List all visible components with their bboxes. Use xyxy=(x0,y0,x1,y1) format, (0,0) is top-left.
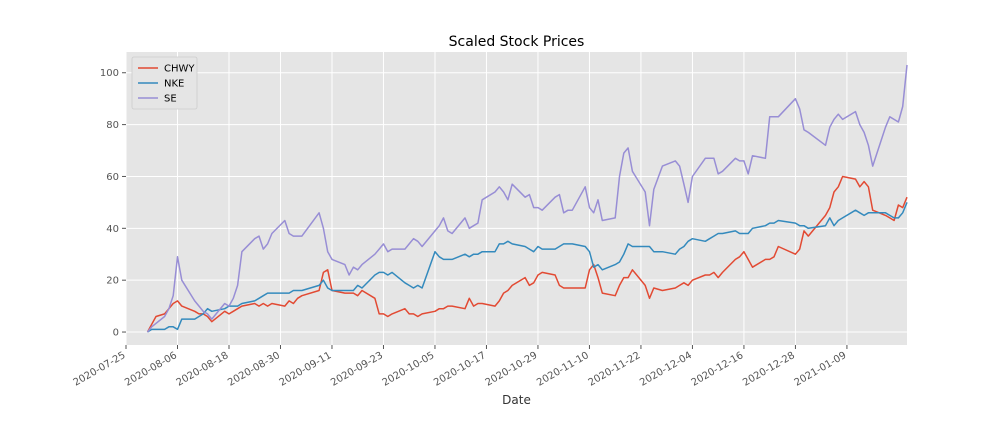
y-tick-label: 60 xyxy=(106,172,119,183)
legend-box xyxy=(131,56,198,110)
x-tick-label: 2020-11-10 xyxy=(535,350,591,389)
legend-label: SE xyxy=(164,94,177,105)
legend-label: CHWY xyxy=(164,64,195,75)
series-line-se xyxy=(146,64,908,333)
x-tick-label: 2020-09-23 xyxy=(329,350,385,389)
y-tick-label: 0 xyxy=(113,328,119,339)
y-tick-label: 40 xyxy=(106,224,119,235)
series-lines xyxy=(146,64,908,333)
x-axis-label: Date xyxy=(502,393,531,407)
x-tick-label: 2020-08-30 xyxy=(226,350,282,389)
x-tick-label: 2020-10-05 xyxy=(381,350,437,389)
legend-label: NKE xyxy=(164,79,184,90)
y-tick-label: 100 xyxy=(100,68,119,79)
x-tick-label: 2020-10-29 xyxy=(484,350,540,389)
x-tick-label: 2020-08-06 xyxy=(123,350,179,389)
x-tick-label: 2020-10-17 xyxy=(432,350,488,389)
x-tick-label: 2020-09-11 xyxy=(278,350,334,389)
x-tick-label: 2020-12-28 xyxy=(741,350,797,389)
grid-lines xyxy=(125,52,907,345)
y-tick-label: 80 xyxy=(106,120,119,131)
x-tick-label: 2020-07-25 xyxy=(72,350,128,389)
x-tick-label: 2020-11-22 xyxy=(587,350,643,389)
x-tick-label: 2020-12-04 xyxy=(638,350,694,389)
x-tick-label: 2020-08-18 xyxy=(175,350,231,389)
series-line-chwy xyxy=(146,175,908,333)
chart-title: Scaled Stock Prices xyxy=(449,34,585,50)
legend: CHWY NKE SE xyxy=(131,56,198,110)
x-tick-label: 2021-01-09 xyxy=(793,350,849,389)
plot-background xyxy=(126,52,907,345)
series-line-nke xyxy=(147,202,908,333)
y-tick-label: 20 xyxy=(106,276,119,287)
x-tick-label: 2020-12-16 xyxy=(690,350,746,389)
